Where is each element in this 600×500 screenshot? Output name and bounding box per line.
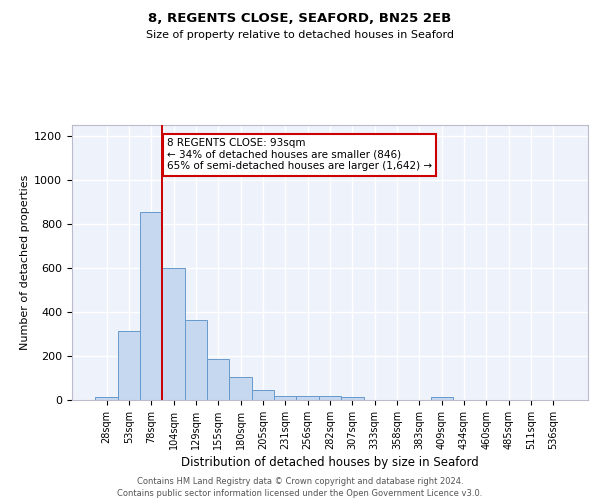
Bar <box>431 398 453 400</box>
X-axis label: Distribution of detached houses by size in Seaford: Distribution of detached houses by size … <box>181 456 479 469</box>
Bar <box>341 396 364 400</box>
Bar <box>229 377 252 400</box>
Bar <box>163 268 185 400</box>
Text: Contains public sector information licensed under the Open Government Licence v3: Contains public sector information licen… <box>118 489 482 498</box>
Text: 8, REGENTS CLOSE, SEAFORD, BN25 2EB: 8, REGENTS CLOSE, SEAFORD, BN25 2EB <box>148 12 452 26</box>
Bar <box>296 396 319 400</box>
Text: 8 REGENTS CLOSE: 93sqm
← 34% of detached houses are smaller (846)
65% of semi-de: 8 REGENTS CLOSE: 93sqm ← 34% of detached… <box>167 138 432 172</box>
Bar <box>118 330 140 400</box>
Bar <box>252 390 274 400</box>
Text: Size of property relative to detached houses in Seaford: Size of property relative to detached ho… <box>146 30 454 40</box>
Bar <box>207 360 229 400</box>
Text: Contains HM Land Registry data © Crown copyright and database right 2024.: Contains HM Land Registry data © Crown c… <box>137 478 463 486</box>
Bar <box>95 396 118 400</box>
Bar <box>274 396 296 400</box>
Y-axis label: Number of detached properties: Number of detached properties <box>20 175 30 350</box>
Bar <box>140 212 163 400</box>
Bar <box>185 320 207 400</box>
Bar <box>319 396 341 400</box>
